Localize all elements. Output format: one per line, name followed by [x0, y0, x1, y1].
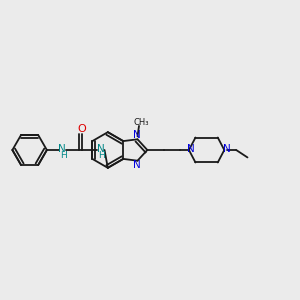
Text: O: O [77, 124, 86, 134]
Text: N: N [223, 144, 230, 154]
Text: N: N [133, 160, 140, 170]
Text: N: N [133, 130, 140, 140]
Text: H: H [60, 152, 67, 160]
Text: CH₃: CH₃ [134, 118, 149, 127]
Text: N: N [187, 144, 195, 154]
Text: N: N [58, 144, 66, 154]
Text: N: N [97, 144, 105, 154]
Text: H: H [98, 152, 105, 160]
